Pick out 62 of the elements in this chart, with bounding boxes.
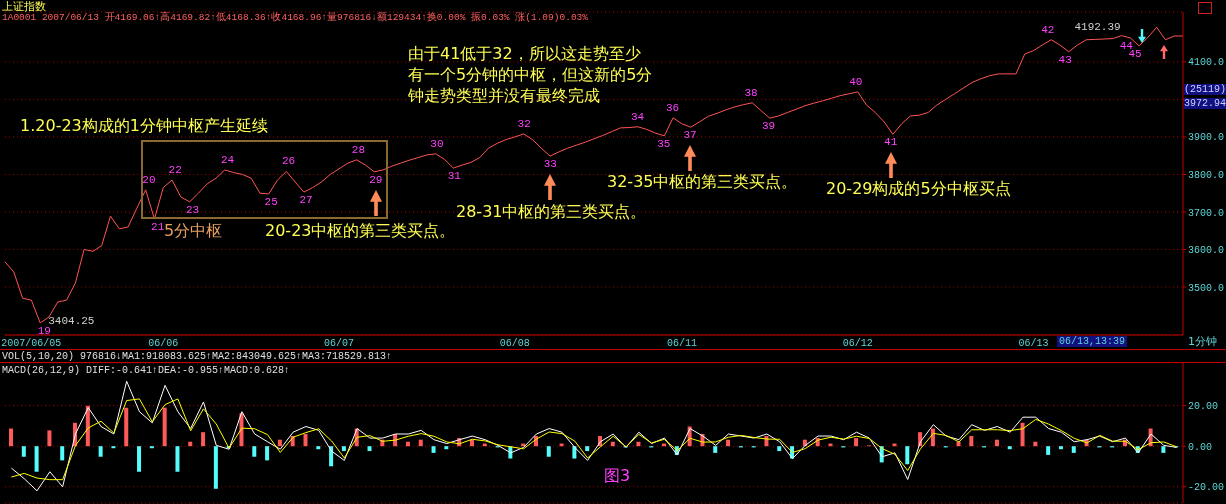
annotation: 41: [883, 136, 899, 149]
annotation: 23: [185, 203, 201, 216]
annotation: MACD(26,12,9) DIFF:-0.641↑DEA:-0.955↑MACD:0.628↑: [2, 365, 291, 376]
annotation: 42: [1040, 23, 1056, 36]
annotation: 34: [630, 110, 646, 123]
annotation: 28: [350, 143, 366, 156]
x-tick-label: 06/06: [148, 338, 179, 350]
annotation: 4192.39: [1074, 21, 1121, 34]
annotation: 25: [263, 195, 279, 208]
annotation: 31: [446, 170, 462, 183]
x-tick-label: 06/12: [842, 338, 873, 350]
annotation: 20-29构成的5分中枢买点: [826, 179, 1011, 198]
annotation: 27: [298, 194, 314, 207]
y-tick-label: 20.00: [1188, 401, 1219, 413]
annotation: 37: [682, 129, 698, 142]
x-tick-label: 06/13: [1018, 338, 1049, 350]
y-tick-label: -20.00: [1188, 482, 1225, 494]
y-tick-label: 3500.0: [1188, 282, 1225, 294]
annotation: 1.20-23构成的1分钟中枢产生延续: [20, 116, 268, 135]
annotation: 28-31中枢的第三类买点。: [456, 202, 647, 221]
annotation: 22: [167, 164, 183, 177]
x-tick-label: 06/11: [666, 338, 697, 350]
y-tick-label: 3900.0: [1188, 132, 1225, 144]
chart-title: 上证指数: [2, 0, 46, 13]
y-tick-label: 4100.0: [1188, 57, 1225, 69]
y-tick-label: 3700.0: [1188, 207, 1225, 219]
annotation: 21: [150, 221, 165, 234]
annotation: 钟走势类型并没有最终完成: [408, 86, 600, 105]
annotation: 19: [36, 324, 52, 337]
text: (25119): [1184, 84, 1226, 95]
annotation: 图3: [604, 466, 631, 485]
annotation: 由于41低于32，所以这走势至少: [408, 44, 641, 63]
x-tick-label: 06/07: [324, 338, 355, 350]
annotation: 45: [1128, 47, 1143, 60]
annotation: 35: [656, 137, 672, 150]
annotation: 36: [664, 101, 681, 114]
annotation: 有一个5分钟的中枢，但这新的5分: [408, 65, 653, 84]
annotation: 20-23中枢的第三类买点。: [265, 221, 456, 240]
annotation: 3404.25: [48, 314, 95, 327]
y-tick-label: 3800.0: [1188, 169, 1225, 181]
x-tick-label: 2007/06/05: [1, 338, 62, 350]
y-tick-label: 3600.0: [1188, 245, 1225, 257]
annotation: 29: [368, 173, 384, 186]
text: 06/13,13:39: [1057, 336, 1128, 347]
annotation: 40: [848, 75, 864, 88]
annotation: 20: [141, 173, 157, 186]
annotation: 5分中枢: [164, 221, 223, 240]
text: VOL(5,10,20) 976816↓MA1:918083.625↑MA2:843049.625↑MA3:718529.813↑: [2, 351, 393, 362]
text: 3972.94: [1184, 98, 1226, 109]
annotation: 30: [429, 137, 445, 150]
annotation: 43: [1057, 53, 1073, 66]
annotation: 32: [516, 117, 532, 130]
annotation: 24: [219, 153, 236, 166]
chart-subtitle: 1A0001 2007/06/13 开4169.06↑高4169.82↑低4168.36↑收4168.96↑量976816↓额129434↑换0.00% 振0.03% 涨(1.09)0.03%: [2, 11, 588, 24]
x-tick-label: 06/08: [499, 338, 530, 350]
annotation: 32-35中枢的第三类买点。: [607, 172, 798, 191]
annotation: 39: [760, 120, 777, 133]
y-tick-label: 0.00: [1188, 441, 1213, 453]
text: 1分钟: [1188, 335, 1217, 349]
annotation: 38: [743, 86, 759, 99]
annotation: 33: [542, 158, 558, 171]
annotation: 26: [280, 155, 297, 168]
